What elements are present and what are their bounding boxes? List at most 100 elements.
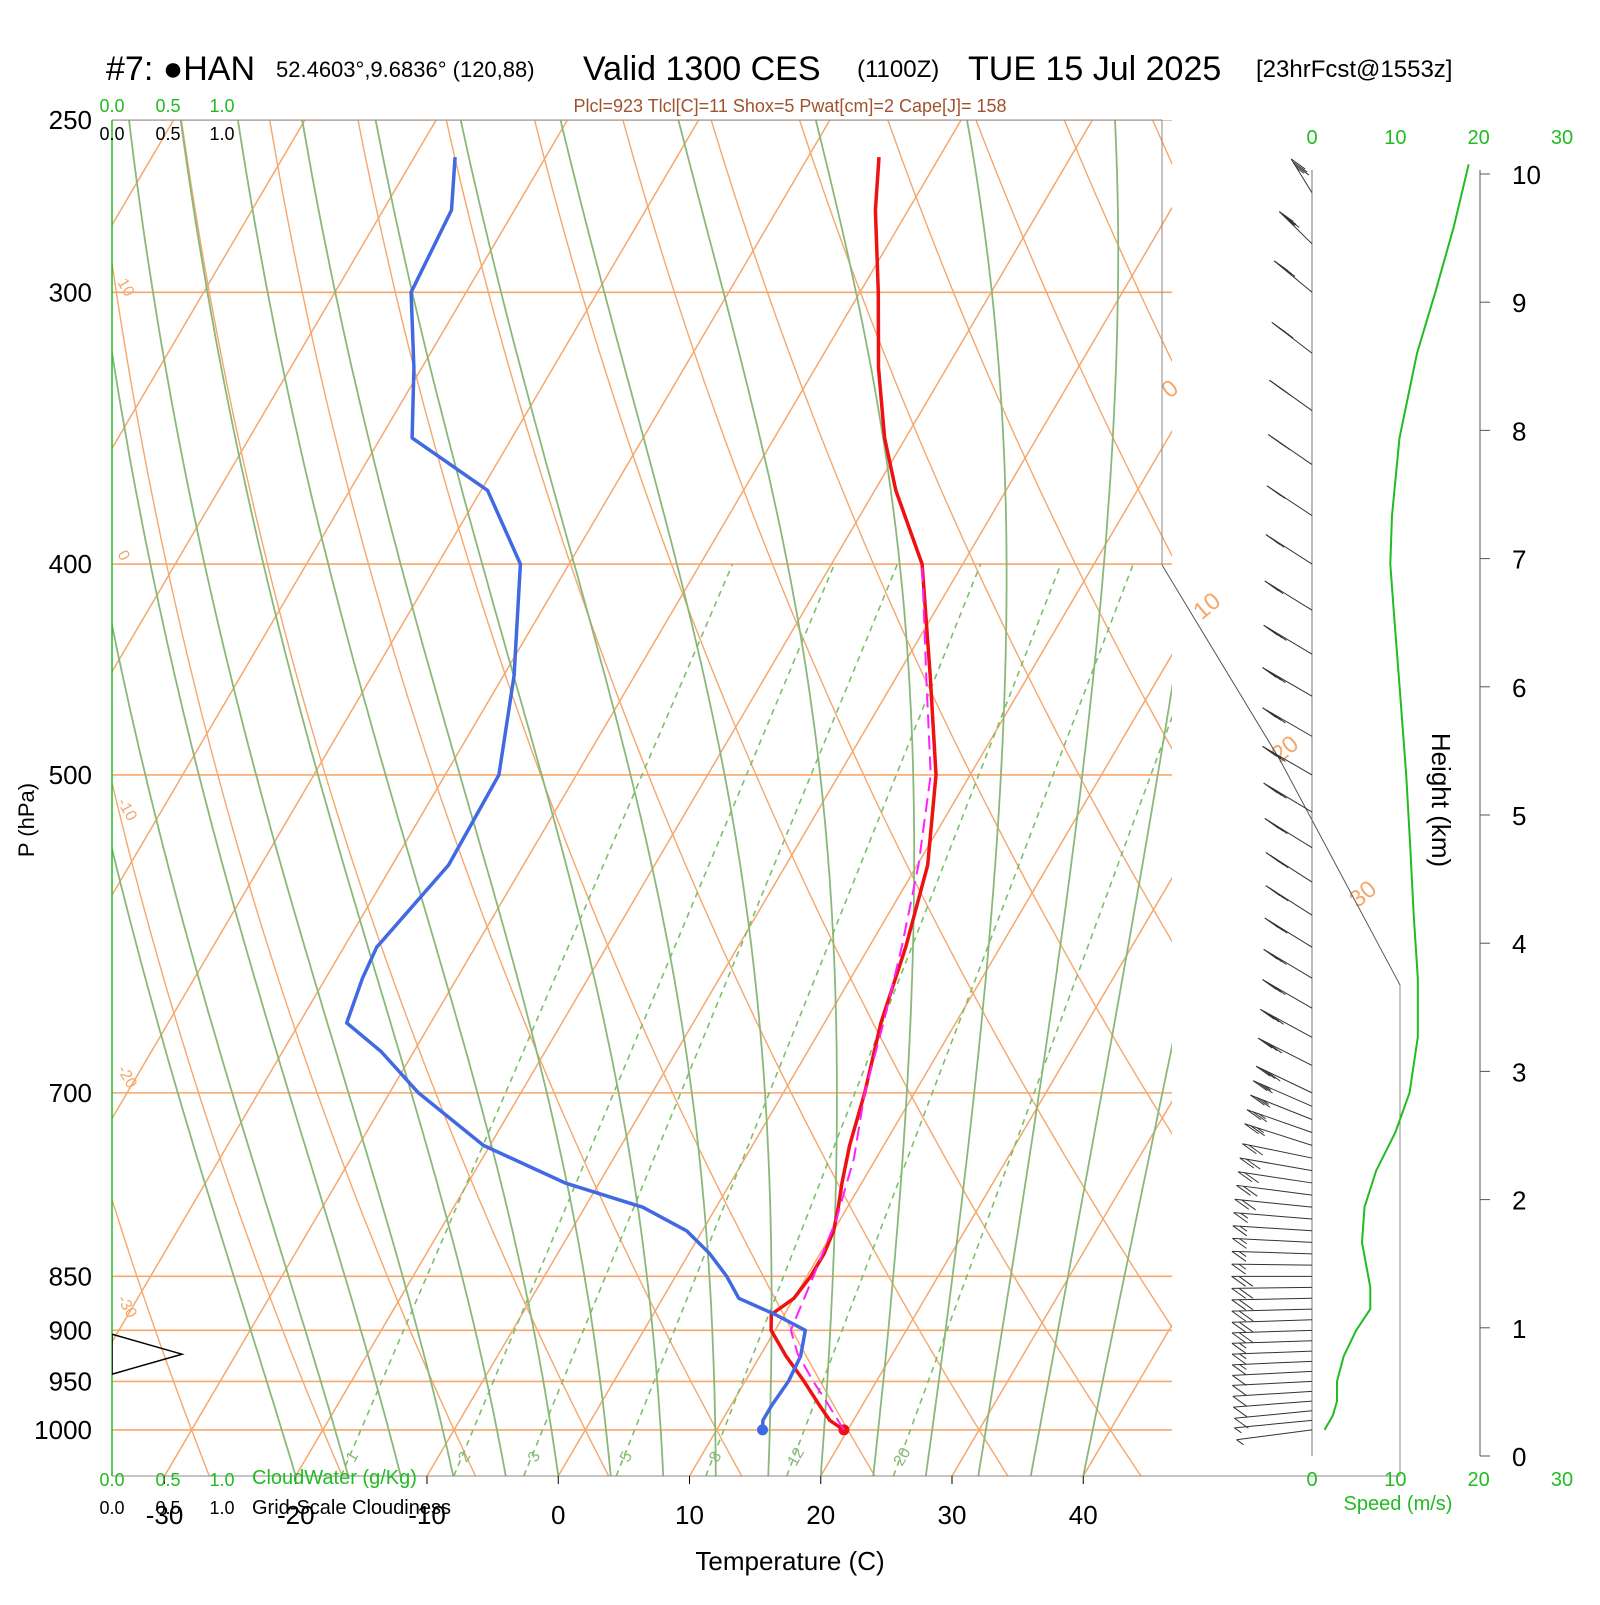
wind-barb-flag xyxy=(1285,217,1299,227)
wind-barb-flag xyxy=(1233,1226,1247,1236)
wind-barb-flag xyxy=(1232,1251,1246,1261)
pressure-tick-label: 850 xyxy=(49,1261,92,1291)
wind-barb-staff xyxy=(1232,1251,1312,1254)
isotherm-line xyxy=(296,120,1093,1476)
wind-barb-flag xyxy=(1281,267,1295,277)
moist-adiabat xyxy=(0,120,296,1476)
speed-tick-bottom: 10 xyxy=(1384,1469,1406,1491)
speed-tick-bottom: 30 xyxy=(1551,1469,1573,1491)
utc-time: (1100Z) xyxy=(857,56,939,83)
wind-barb-flag xyxy=(1253,1112,1267,1122)
pressure-axis-title: P (hPa) xyxy=(14,783,39,857)
cloudwater-tick-top: 0.0 xyxy=(99,96,124,116)
wind-barb-flag xyxy=(1232,1365,1246,1375)
cloudwater-tick-bottom: 0.5 xyxy=(155,1470,180,1490)
wind-barb-staff xyxy=(1234,1213,1312,1219)
speed-axis-title: Speed (m/s) xyxy=(1344,1493,1453,1515)
wind-barb-half-flag xyxy=(1239,1252,1246,1257)
wind-barb-flag xyxy=(1274,891,1288,901)
temperature-tick-label: 40 xyxy=(1069,1500,1098,1530)
cloudiness-label: Grid-Scale Cloudiness xyxy=(252,1497,451,1519)
wind-barb-staff xyxy=(1236,1430,1312,1440)
wind-barb-flag xyxy=(1260,1009,1274,1019)
speed-tick-top: 0 xyxy=(1306,127,1317,149)
height-tick-label: 10 xyxy=(1512,160,1541,190)
wind-barb-flag xyxy=(1256,1066,1270,1076)
temperature-tick-label: 30 xyxy=(938,1500,967,1530)
cloudiness-tick-bottom: 0.0 xyxy=(99,1498,124,1518)
isotherm-label: -20 xyxy=(114,1063,140,1092)
wind-barb-staff xyxy=(1291,159,1312,193)
wind-barb-flag xyxy=(1279,212,1293,222)
wind-barb-flag xyxy=(1239,1322,1253,1332)
wind-barb-flag xyxy=(1232,1375,1246,1385)
isotherm-line xyxy=(165,120,962,1476)
height-tick-label: 0 xyxy=(1512,1442,1526,1472)
wind-barb-staff xyxy=(1234,1411,1312,1418)
mixing-ratio-line xyxy=(524,564,898,1476)
wind-barb-half-flag xyxy=(1234,1428,1241,1433)
height-tick-label: 3 xyxy=(1512,1057,1526,1087)
moist-adiabat xyxy=(376,120,664,1476)
wind-barb-flag xyxy=(1232,1354,1246,1364)
wind-barb-half-flag xyxy=(1239,1264,1246,1269)
wind-barb-staff xyxy=(1233,1401,1312,1407)
wind-barb-flag xyxy=(1232,1385,1246,1395)
dry-adiabat xyxy=(1064,120,1600,1476)
height-tick-label: 2 xyxy=(1512,1186,1526,1216)
wind-barb-flag xyxy=(1232,1300,1246,1310)
wind-barb-flag xyxy=(1258,1038,1272,1048)
wind-barb-flag xyxy=(1271,713,1285,723)
cloudiness-tick-top: 0.5 xyxy=(155,124,180,144)
wind-barb-flag xyxy=(1271,985,1285,995)
cloudiness-tick-top: 1.0 xyxy=(209,124,234,144)
wind-barb-half-flag xyxy=(1236,1440,1243,1445)
wind-barb-flag xyxy=(1232,1322,1246,1332)
wind-barb-flag xyxy=(1273,923,1287,933)
wind-barb-flag xyxy=(1245,1124,1259,1134)
dry-adiabat xyxy=(1506,120,1600,1476)
wind-barb-flag xyxy=(1251,1126,1265,1136)
cloudwater-label: CloudWater (g/Kg) xyxy=(252,1467,417,1489)
wind-barb-flag xyxy=(1233,1407,1247,1417)
wind-barb-flag xyxy=(1268,1043,1282,1053)
dewpoint-surface-dot xyxy=(757,1424,768,1435)
mixing-ratio-line xyxy=(616,564,980,1476)
isotherm-label: -30 xyxy=(114,1293,140,1322)
wind-barb-flag xyxy=(1277,386,1291,396)
lcl-marker xyxy=(112,1334,182,1374)
wind-barb-flag xyxy=(1276,440,1290,450)
indices-line: Plcl=923 Tlcl[C]=11 Shox=5 Pwat[cm]=2 Ca… xyxy=(573,96,1006,116)
dry-adiabat xyxy=(446,120,1008,1476)
mixing-ratio-line xyxy=(893,564,1228,1476)
mixing-ratio-label: 12 xyxy=(785,1445,809,1469)
dry-adiabat xyxy=(1241,120,1600,1476)
temperature-axis-title: Temperature (C) xyxy=(695,1546,884,1576)
wind-barb-flag xyxy=(1271,673,1285,683)
cloudiness-tick-top: 0.0 xyxy=(99,124,124,144)
wind-barb-flag xyxy=(1261,1069,1275,1079)
height-axis-title: Height (km) xyxy=(1426,733,1456,867)
moist-adiabat xyxy=(238,120,558,1476)
isotherm-label-right: 0 xyxy=(1156,375,1184,404)
wind-barb-staff xyxy=(1250,1095,1312,1119)
temperature-tick-label: 10 xyxy=(675,1500,704,1530)
wind-barb-half-flag xyxy=(1239,1354,1246,1359)
wind-barb-flag xyxy=(1270,1014,1284,1024)
wind-barb-flag xyxy=(1233,1396,1247,1406)
isotherm-label-right: 10 xyxy=(1188,587,1226,625)
profiles xyxy=(112,157,936,1435)
height-tick-label: 6 xyxy=(1512,673,1526,703)
mixing-ratio-label: 20 xyxy=(891,1445,915,1469)
wind-barb-flag xyxy=(1272,630,1286,640)
station-title: #7: ●HAN xyxy=(106,50,255,88)
forecast-hour: [23hrFcst@1553z] xyxy=(1256,56,1452,83)
pressure-tick-label: 1000 xyxy=(34,1415,92,1445)
wind-barb-flag xyxy=(1239,1288,1253,1298)
wind-barb-flag xyxy=(1272,788,1286,798)
wind-barb-staff xyxy=(1232,1309,1312,1311)
speed-tick-bottom: 20 xyxy=(1468,1469,1490,1491)
wind-barb-half-flag xyxy=(1239,1365,1246,1370)
